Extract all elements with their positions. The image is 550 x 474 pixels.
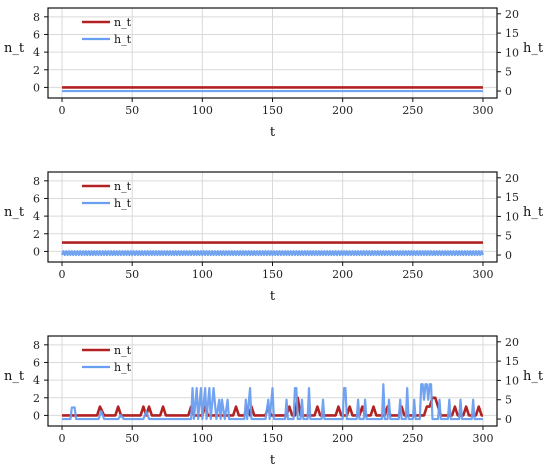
legend: n_t h_t <box>82 344 132 374</box>
x-tick-label: 0 <box>59 432 66 445</box>
y-left-tick-label: 0 <box>33 409 40 422</box>
legend-label-h-t: h_t <box>114 33 132 46</box>
x-tick-label: 200 <box>332 104 353 117</box>
x-tick-label: 150 <box>262 104 283 117</box>
y-right-tick-label: 10 <box>505 374 519 387</box>
x-tick-label: 0 <box>59 268 66 281</box>
x-tick-label: 150 <box>262 432 283 445</box>
x-tick-label: 100 <box>192 432 213 445</box>
y-right-tick-label: 5 <box>505 230 512 243</box>
x-tick-label: 100 <box>192 104 213 117</box>
x-axis-label: t <box>270 125 276 140</box>
legend: n_t h_t <box>82 16 132 46</box>
y-left-tick-label: 0 <box>33 81 40 94</box>
x-tick-label: 50 <box>125 432 139 445</box>
x-tick-label: 300 <box>472 104 493 117</box>
series-line-h-t <box>60 250 485 257</box>
x-tick-label: 250 <box>402 104 423 117</box>
legend-label-n-t: n_t <box>114 180 132 193</box>
y-left-axis-label: n_t <box>4 369 25 384</box>
x-axis-label: t <box>270 289 276 304</box>
x-tick-label: 0 <box>59 104 66 117</box>
y-left-tick-label: 6 <box>33 28 40 41</box>
x-tick-label: 50 <box>125 268 139 281</box>
y-left-tick-label: 4 <box>33 46 40 59</box>
x-tick-label: 150 <box>262 268 283 281</box>
y-right-tick-label: 20 <box>505 172 519 185</box>
y-right-tick-label: 10 <box>505 210 519 223</box>
y-left-tick-label: 2 <box>33 64 40 77</box>
y-left-tick-label: 4 <box>33 374 40 387</box>
legend: n_t h_t <box>82 180 132 210</box>
legend-label-h-t: h_t <box>114 197 132 210</box>
y-left-tick-label: 6 <box>33 356 40 369</box>
x-tick-label: 200 <box>332 432 353 445</box>
y-left-axis-label: n_t <box>4 205 25 220</box>
x-tick-label: 300 <box>472 268 493 281</box>
y-right-tick-label: 15 <box>505 27 519 40</box>
y-right-tick-label: 0 <box>505 249 512 262</box>
x-tick-label: 250 <box>402 268 423 281</box>
y-right-tick-label: 0 <box>505 413 512 426</box>
x-axis-label: t <box>270 453 276 468</box>
x-tick-label: 100 <box>192 268 213 281</box>
x-tick-label: 200 <box>332 268 353 281</box>
y-left-tick-label: 2 <box>33 392 40 405</box>
y-right-tick-label: 10 <box>505 46 519 59</box>
y-left-tick-label: 0 <box>33 245 40 258</box>
y-right-tick-label: 0 <box>505 85 512 98</box>
y-left-tick-label: 2 <box>33 228 40 241</box>
legend-label-n-t: n_t <box>114 16 132 29</box>
y-left-tick-label: 8 <box>33 175 40 188</box>
x-tick-label: 300 <box>472 432 493 445</box>
y-right-axis-label: h_t <box>523 369 544 384</box>
y-right-tick-label: 20 <box>505 8 519 21</box>
y-left-axis-label: n_t <box>4 41 25 56</box>
y-right-axis-label: h_t <box>523 205 544 220</box>
y-right-tick-label: 15 <box>505 355 519 368</box>
series-line-h-t <box>62 383 483 421</box>
y-left-tick-label: 8 <box>33 11 40 24</box>
y-left-tick-label: 8 <box>33 339 40 352</box>
y-right-tick-label: 15 <box>505 191 519 204</box>
y-left-tick-label: 6 <box>33 192 40 205</box>
y-right-axis-label: h_t <box>523 41 544 56</box>
y-left-tick-label: 4 <box>33 210 40 223</box>
legend-label-h-t: h_t <box>114 361 132 374</box>
y-right-tick-label: 5 <box>505 66 512 79</box>
y-right-tick-label: 5 <box>505 394 512 407</box>
x-tick-label: 50 <box>125 104 139 117</box>
y-right-tick-label: 20 <box>505 336 519 349</box>
legend-label-n-t: n_t <box>114 344 132 357</box>
x-tick-label: 250 <box>402 432 423 445</box>
